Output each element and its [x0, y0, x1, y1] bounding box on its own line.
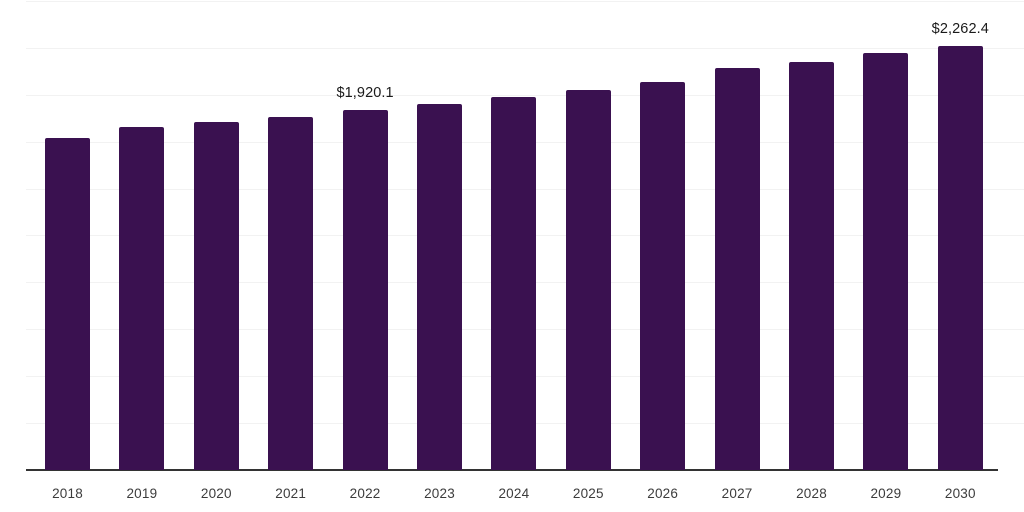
x-tick-label-2030: 2030 [944, 486, 976, 501]
gridline [26, 94, 1024, 96]
x-tick-label-2026: 2026 [647, 486, 679, 501]
bar-2023[interactable] [417, 103, 462, 470]
x-tick-label-2024: 2024 [498, 486, 530, 501]
bars-group [45, 45, 983, 470]
bar-2018[interactable] [45, 137, 90, 470]
x-tick-label-2022: 2022 [349, 486, 381, 501]
x-tick-label-2021: 2021 [275, 486, 307, 501]
x-tick-label-2020: 2020 [200, 486, 232, 501]
bar-2028[interactable] [789, 61, 834, 470]
x-tick-label-2018: 2018 [52, 486, 83, 501]
bar-2030[interactable] [937, 45, 983, 470]
gridline [26, 47, 1024, 49]
x-tick-label-2028: 2028 [796, 486, 827, 501]
bar-2029[interactable] [863, 52, 909, 470]
value-label-2030: $2,262.4 [931, 20, 989, 37]
gridline [26, 0, 1024, 2]
bar-2022[interactable] [342, 109, 388, 470]
bar-2020[interactable] [193, 121, 239, 470]
x-axis-line [26, 469, 998, 471]
x-tick-label-2019: 2019 [126, 486, 158, 501]
value-label-2022: $1,920.1 [336, 84, 394, 101]
x-tick-label-2023: 2023 [424, 486, 455, 501]
x-tick-label-2025: 2025 [572, 486, 604, 501]
x-tick-label-2027: 2027 [721, 486, 753, 501]
x-tick-label-2029: 2029 [870, 486, 902, 501]
bar-2024[interactable] [491, 96, 537, 470]
bar-2021[interactable] [268, 116, 314, 470]
bar-2019[interactable] [119, 126, 165, 470]
bar-2025[interactable] [565, 89, 611, 470]
bar-2027[interactable] [714, 67, 760, 470]
bar-2026[interactable] [640, 81, 686, 470]
x-axis-tick-labels: 2018 2019 2020 2021 2022 2023 2024 2025 2026 2027… [0, 470, 1024, 512]
